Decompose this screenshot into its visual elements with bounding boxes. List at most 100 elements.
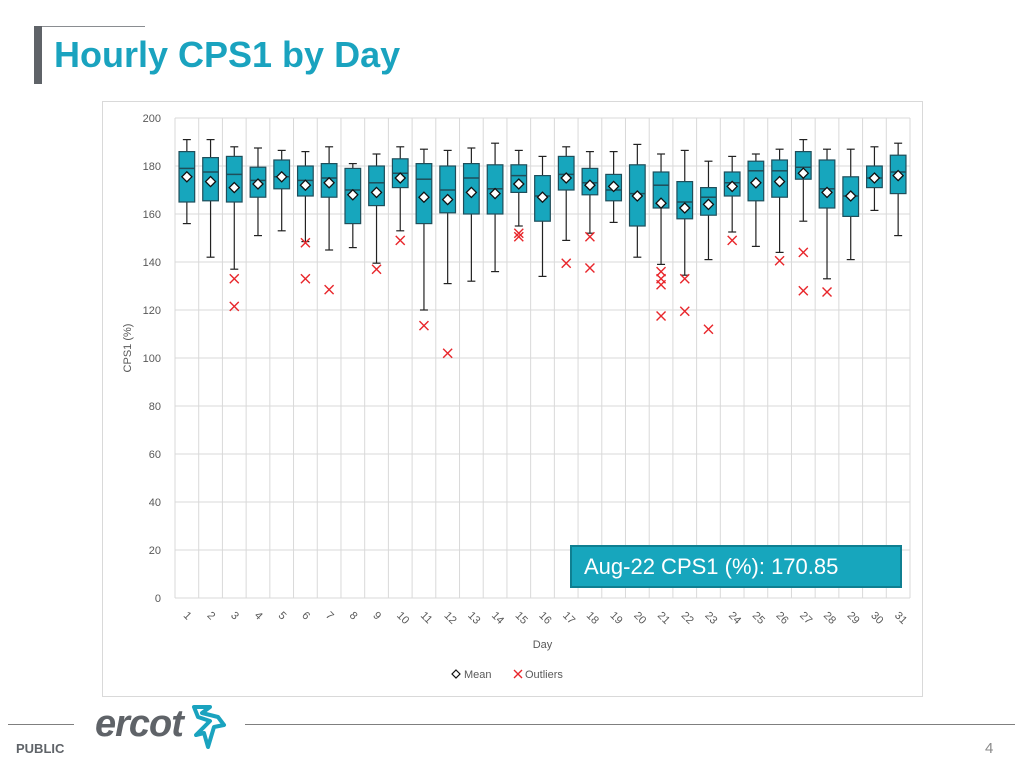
x-tick-label: 6 bbox=[299, 610, 312, 623]
outlier-marker bbox=[656, 266, 667, 277]
outlier-marker bbox=[703, 324, 714, 335]
mean-marker bbox=[868, 172, 881, 184]
outlier-marker bbox=[679, 273, 690, 284]
mean-marker bbox=[678, 202, 691, 214]
box-iqr bbox=[368, 165, 385, 207]
mean-marker bbox=[346, 188, 359, 201]
x-tick-label: 20 bbox=[631, 610, 648, 627]
x-tick-label: 26 bbox=[773, 610, 790, 627]
mean-marker bbox=[844, 190, 857, 202]
title-accent-bar bbox=[34, 26, 42, 84]
y-tick-label: 60 bbox=[149, 449, 161, 461]
legend-outlier-icon bbox=[513, 669, 523, 679]
outlier-marker bbox=[395, 235, 406, 246]
y-tick-label: 200 bbox=[143, 113, 161, 125]
outlier-marker bbox=[300, 273, 311, 284]
y-axis-title: CPS1 (%) bbox=[122, 324, 134, 373]
outlier-marker bbox=[371, 264, 382, 275]
x-tick-label: 18 bbox=[584, 610, 601, 627]
x-tick-label: 24 bbox=[726, 610, 743, 627]
outlier-marker bbox=[513, 231, 524, 242]
ercot-logo-text: ercot bbox=[95, 703, 184, 745]
x-tick-label: 5 bbox=[276, 610, 289, 623]
y-tick-label: 20 bbox=[149, 545, 161, 557]
outlier-marker bbox=[774, 255, 785, 266]
mean-marker bbox=[465, 186, 478, 199]
outlier-marker bbox=[727, 235, 738, 246]
outlier-marker bbox=[442, 348, 453, 359]
legend-outlier-label: Outliers bbox=[525, 669, 563, 681]
x-tick-label: 29 bbox=[845, 610, 862, 627]
mean-marker bbox=[726, 180, 739, 193]
outlier-marker bbox=[656, 311, 667, 321]
y-tick-label: 120 bbox=[143, 305, 161, 317]
mean-marker bbox=[749, 176, 762, 189]
x-tick-label: 1 bbox=[181, 610, 194, 623]
ercot-logo-icon bbox=[192, 705, 226, 749]
outlier-marker bbox=[656, 279, 667, 290]
outlier-marker bbox=[324, 284, 335, 295]
x-tick-label: 2 bbox=[204, 610, 217, 623]
x-tick-label: 17 bbox=[560, 610, 577, 627]
x-tick-label: 4 bbox=[252, 610, 265, 623]
outlier-marker bbox=[584, 263, 595, 273]
y-tick-label: 0 bbox=[155, 593, 161, 605]
footer-divider-left bbox=[8, 724, 74, 725]
chart-area: 0 20 40 60 80 100 120 140 160 180 200 CPS1 (%) 1 2 3 4 5… bbox=[102, 101, 923, 697]
x-tick-label: 15 bbox=[513, 610, 530, 627]
mean-marker bbox=[607, 180, 620, 193]
x-tick-label: 11 bbox=[418, 610, 435, 627]
x-tick-label: 14 bbox=[489, 610, 506, 627]
mean-marker bbox=[560, 172, 573, 184]
x-tick-label: 31 bbox=[892, 610, 909, 627]
mean-marker bbox=[275, 170, 288, 183]
mean-marker bbox=[180, 170, 193, 183]
mean-marker bbox=[584, 179, 596, 192]
y-tick-label: 160 bbox=[143, 209, 161, 221]
x-tick-label: 10 bbox=[394, 610, 411, 627]
mean-marker bbox=[370, 186, 383, 199]
mean-marker bbox=[702, 198, 715, 211]
slide-title: Hourly CPS1 by Day bbox=[54, 34, 401, 75]
x-axis-title: Day bbox=[533, 639, 553, 651]
mean-marker bbox=[394, 172, 407, 184]
outlier-marker bbox=[822, 287, 833, 297]
y-tick-label: 140 bbox=[143, 257, 161, 269]
y-tick-label: 80 bbox=[149, 401, 161, 413]
mean-marker bbox=[299, 179, 312, 192]
x-tick-label: 19 bbox=[608, 610, 625, 627]
mean-marker bbox=[512, 178, 525, 190]
x-tick-label: 3 bbox=[228, 610, 241, 623]
x-tick-label: 21 bbox=[655, 610, 672, 627]
x-tick-label: 28 bbox=[821, 610, 838, 627]
mean-marker bbox=[204, 175, 217, 188]
outlier-marker bbox=[561, 258, 572, 269]
outlier-marker bbox=[798, 285, 809, 296]
legend-mean-label: Mean bbox=[464, 669, 492, 681]
x-tick-label: 9 bbox=[370, 610, 383, 623]
outlier-marker bbox=[229, 273, 240, 284]
mean-marker bbox=[489, 187, 501, 200]
mean-marker bbox=[631, 190, 644, 202]
x-tick-label: 25 bbox=[750, 610, 767, 627]
x-tick-label: 22 bbox=[679, 610, 696, 627]
outlier-marker bbox=[513, 228, 524, 239]
mean-marker bbox=[773, 175, 786, 188]
mean-marker bbox=[441, 193, 454, 206]
page-number: 4 bbox=[985, 740, 994, 757]
outlier-marker bbox=[300, 237, 311, 248]
outlier-marker bbox=[798, 247, 809, 258]
legend-mean-icon bbox=[451, 669, 461, 679]
x-tick-label: 7 bbox=[323, 610, 336, 623]
y-tick-label: 40 bbox=[149, 497, 161, 509]
outlier-marker bbox=[418, 320, 429, 331]
y-tick-label: 100 bbox=[143, 353, 161, 365]
title-accent-line bbox=[34, 26, 145, 27]
x-tick-label: 12 bbox=[442, 610, 459, 627]
mean-marker bbox=[797, 167, 810, 180]
mean-marker bbox=[252, 178, 264, 190]
x-tick-label: 16 bbox=[536, 610, 553, 627]
x-tick-label: 27 bbox=[797, 610, 814, 627]
mean-marker bbox=[323, 176, 336, 189]
